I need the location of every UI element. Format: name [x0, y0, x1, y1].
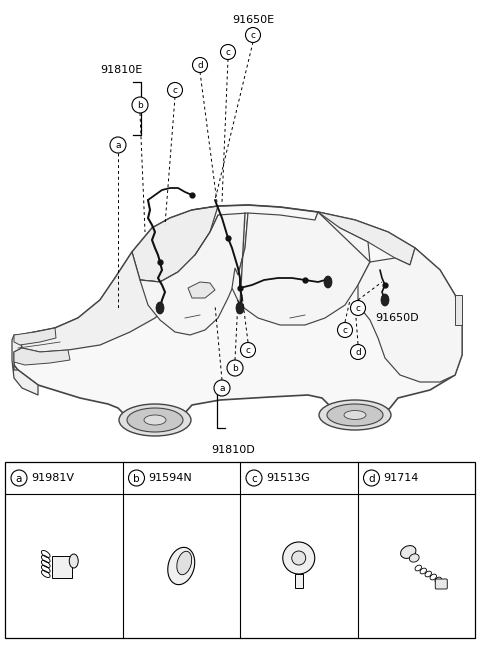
Polygon shape: [20, 252, 182, 352]
Ellipse shape: [401, 546, 416, 559]
Text: d: d: [197, 61, 203, 70]
Ellipse shape: [127, 408, 183, 432]
Text: 91714: 91714: [384, 473, 419, 483]
Text: d: d: [355, 348, 361, 357]
Text: c: c: [343, 326, 348, 335]
Text: c: c: [251, 473, 257, 484]
Text: a: a: [219, 384, 225, 393]
Circle shape: [214, 380, 230, 396]
Polygon shape: [14, 205, 462, 428]
Polygon shape: [12, 335, 38, 395]
Ellipse shape: [168, 548, 195, 584]
Text: a: a: [16, 473, 22, 484]
Text: c: c: [245, 346, 251, 355]
Polygon shape: [315, 212, 415, 265]
Circle shape: [192, 57, 207, 72]
Polygon shape: [188, 282, 215, 298]
Ellipse shape: [69, 554, 78, 568]
FancyBboxPatch shape: [435, 579, 447, 589]
Text: 91594N: 91594N: [148, 473, 192, 483]
Text: d: d: [368, 473, 375, 484]
Text: 91981V: 91981V: [31, 473, 74, 483]
Text: b: b: [137, 101, 143, 110]
Circle shape: [240, 342, 255, 357]
Circle shape: [245, 28, 261, 43]
Text: c: c: [251, 31, 255, 40]
Ellipse shape: [381, 294, 389, 306]
Circle shape: [350, 344, 365, 359]
Ellipse shape: [156, 302, 164, 314]
Ellipse shape: [409, 554, 419, 562]
Polygon shape: [14, 328, 56, 345]
Ellipse shape: [327, 404, 383, 426]
Ellipse shape: [344, 410, 366, 419]
Circle shape: [168, 83, 182, 97]
Polygon shape: [132, 206, 218, 282]
Text: b: b: [232, 364, 238, 373]
Circle shape: [220, 45, 236, 59]
Text: 91810D: 91810D: [211, 445, 255, 455]
Text: 91650D: 91650D: [375, 313, 419, 323]
Text: 91810E: 91810E: [100, 65, 142, 75]
Circle shape: [350, 301, 365, 315]
FancyBboxPatch shape: [52, 556, 72, 578]
Circle shape: [337, 322, 352, 337]
Polygon shape: [455, 295, 462, 325]
Text: c: c: [172, 86, 178, 95]
Text: c: c: [226, 48, 230, 57]
Ellipse shape: [319, 400, 391, 430]
Text: a: a: [115, 141, 121, 150]
Text: 91650E: 91650E: [232, 15, 274, 25]
Ellipse shape: [324, 276, 332, 288]
Bar: [295, 574, 303, 588]
Polygon shape: [140, 213, 248, 335]
Text: b: b: [133, 473, 140, 484]
Polygon shape: [358, 248, 462, 382]
Ellipse shape: [177, 551, 192, 575]
Text: c: c: [356, 304, 360, 313]
Circle shape: [110, 137, 126, 153]
Circle shape: [363, 470, 380, 486]
Circle shape: [129, 470, 144, 486]
Bar: [5, 462, 475, 638]
Polygon shape: [232, 212, 370, 325]
Polygon shape: [14, 348, 70, 365]
Circle shape: [227, 360, 243, 376]
Ellipse shape: [119, 404, 191, 436]
Circle shape: [132, 97, 148, 113]
Text: 91513G: 91513G: [266, 473, 310, 483]
Circle shape: [11, 470, 27, 486]
Ellipse shape: [236, 302, 244, 314]
Circle shape: [292, 551, 306, 565]
Ellipse shape: [144, 415, 166, 425]
Circle shape: [246, 470, 262, 486]
Circle shape: [283, 542, 315, 574]
